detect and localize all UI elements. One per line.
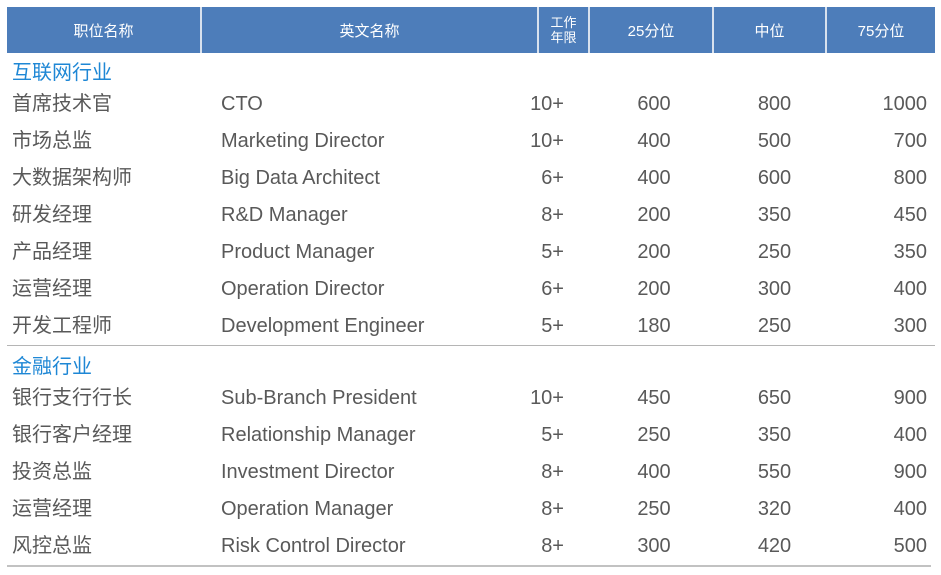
cell-position-cn: 风控总监 xyxy=(12,535,92,557)
cell-position-en: Risk Control Director xyxy=(221,535,406,557)
cell-position-en: Big Data Architect xyxy=(221,167,380,189)
cell-position-cn: 投资总监 xyxy=(12,461,92,483)
cell-p75: 400 xyxy=(893,278,927,300)
cell-position-en: Product Manager xyxy=(221,241,375,263)
cell-p25: 250 xyxy=(637,498,671,520)
table-row: 开发工程师 Development Engineer 5+ 180 250 300 xyxy=(7,308,935,345)
cell-position-cn: 开发工程师 xyxy=(12,315,112,337)
salary-table-page: 职位名称 英文名称 工作 年限 25分位 中位 75分位 互联网行业首席技术官 C… xyxy=(7,7,935,567)
cell-position-cn: 银行支行行长 xyxy=(12,387,132,409)
cell-position-cn: 产品经理 xyxy=(12,241,92,263)
table-row: 银行客户经理 Relationship Manager 5+ 250 350 400 xyxy=(7,417,935,454)
column-header-work-years-line2: 年限 xyxy=(550,30,577,45)
table-row: 大数据架构师 Big Data Architect 6+ 400 600 800 xyxy=(7,160,935,197)
cell-p75: 1000 xyxy=(882,93,928,115)
cell-p75: 400 xyxy=(893,498,927,520)
cell-p75: 900 xyxy=(893,387,927,409)
cell-p25: 200 xyxy=(637,278,671,300)
cell-median: 800 xyxy=(757,93,792,115)
cell-position-en: CTO xyxy=(221,93,263,115)
cell-work-years: 8+ xyxy=(541,204,564,226)
table-row: 运营经理 Operation Manager 8+ 250 320 400 xyxy=(7,491,935,528)
column-header-position-cn: 职位名称 xyxy=(73,22,134,40)
cell-work-years: 8+ xyxy=(541,535,564,557)
cell-p75: 300 xyxy=(893,315,927,337)
cell-work-years: 10+ xyxy=(530,387,564,409)
cell-p25: 400 xyxy=(637,167,671,189)
cell-p75: 500 xyxy=(893,535,927,557)
table-body: 互联网行业首席技术官 CTO 10+ 600 800 1000 市场总监 Marketing … xyxy=(7,53,935,565)
cell-work-years: 8+ xyxy=(541,498,564,520)
cell-position-cn: 首席技术官 xyxy=(12,93,112,115)
table-row: 风控总监 Risk Control Director 8+ 300 420 500 xyxy=(7,528,935,565)
column-header-work-years-line1: 工作 xyxy=(550,15,577,30)
cell-p75: 900 xyxy=(893,461,927,483)
cell-position-cn: 运营经理 xyxy=(12,498,92,520)
column-header-p25: 25分位 xyxy=(588,7,712,53)
table-header-row: 职位名称 英文名称 工作 年限 25分位 中位 75分位 xyxy=(7,7,935,53)
cell-p25: 200 xyxy=(637,241,671,263)
table-row: 投资总监 Investment Director 8+ 400 550 900 xyxy=(7,454,935,491)
table-row: 研发经理 R&D Manager 8+ 200 350 450 xyxy=(7,197,935,234)
cell-position-cn: 研发经理 xyxy=(12,204,92,226)
cell-position-en: Operation Director xyxy=(221,278,385,300)
column-header-work-years: 工作 年限 xyxy=(537,7,588,53)
cell-p25: 200 xyxy=(637,204,671,226)
cell-median: 320 xyxy=(757,498,792,520)
cell-position-cn: 银行客户经理 xyxy=(12,424,132,446)
table-row: 市场总监 Marketing Director 10+ 400 500 700 xyxy=(7,123,935,160)
cell-position-cn: 运营经理 xyxy=(12,278,92,300)
cell-position-en: Sub-Branch President xyxy=(221,387,417,409)
table-row: 运营经理 Operation Director 6+ 200 300 400 xyxy=(7,271,935,308)
cell-position-en: Marketing Director xyxy=(221,130,385,152)
cell-median: 550 xyxy=(757,461,792,483)
cell-median: 600 xyxy=(757,167,792,189)
cell-position-en: Relationship Manager xyxy=(221,424,416,446)
cell-p75: 800 xyxy=(893,167,927,189)
cell-p75: 350 xyxy=(893,241,927,263)
cell-median: 250 xyxy=(757,241,792,263)
cell-p25: 450 xyxy=(637,387,671,409)
cell-p25: 180 xyxy=(637,315,671,337)
cell-work-years: 10+ xyxy=(530,130,564,152)
table-row: 银行支行行长 Sub-Branch President 10+ 450 650 900 xyxy=(7,380,935,417)
column-header-median: 中位 xyxy=(712,7,825,53)
cell-median: 350 xyxy=(757,204,792,226)
cell-median: 420 xyxy=(757,535,792,557)
column-header-position-en: 英文名称 xyxy=(200,7,537,53)
cell-p75: 700 xyxy=(893,130,927,152)
cell-p25: 400 xyxy=(637,130,671,152)
section-title: 互联网行业 xyxy=(12,62,112,84)
cell-position-en: Investment Director xyxy=(221,461,395,483)
cell-work-years: 5+ xyxy=(541,241,564,263)
cell-median: 650 xyxy=(757,387,792,409)
column-header-p75: 75分位 xyxy=(825,7,935,53)
cell-p75: 400 xyxy=(893,424,927,446)
table-row: 产品经理 Product Manager 5+ 200 250 350 xyxy=(7,234,935,271)
cell-median: 300 xyxy=(757,278,792,300)
cell-work-years: 5+ xyxy=(541,315,564,337)
table-bottom-border xyxy=(7,565,931,567)
cell-work-years: 6+ xyxy=(541,167,564,189)
cell-p25: 300 xyxy=(637,535,671,557)
cell-work-years: 10+ xyxy=(530,93,564,115)
section-title: 金融行业 xyxy=(7,345,935,380)
cell-p25: 250 xyxy=(637,424,671,446)
cell-p75: 450 xyxy=(893,204,927,226)
cell-position-en: R&D Manager xyxy=(221,204,348,226)
cell-median: 250 xyxy=(757,315,792,337)
cell-position-cn: 市场总监 xyxy=(12,130,92,152)
cell-p25: 600 xyxy=(637,93,671,115)
cell-median: 350 xyxy=(757,424,792,446)
cell-position-en: Development Engineer xyxy=(221,315,425,337)
cell-work-years: 8+ xyxy=(541,461,564,483)
table-row: 首席技术官 CTO 10+ 600 800 1000 xyxy=(7,86,935,123)
cell-work-years: 5+ xyxy=(541,424,564,446)
cell-position-cn: 大数据架构师 xyxy=(12,167,132,189)
cell-median: 500 xyxy=(757,130,792,152)
cell-work-years: 6+ xyxy=(541,278,564,300)
cell-p25: 400 xyxy=(637,461,671,483)
cell-position-en: Operation Manager xyxy=(221,498,394,520)
